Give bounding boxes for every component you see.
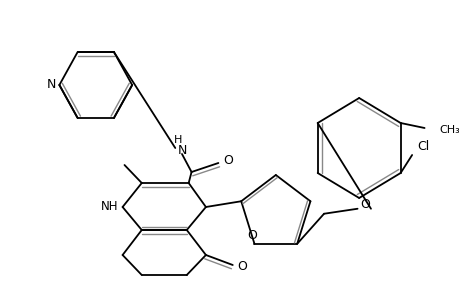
- Text: N: N: [47, 79, 56, 92]
- Text: O: O: [247, 229, 257, 242]
- Text: NH: NH: [100, 200, 118, 214]
- Text: Cl: Cl: [417, 140, 429, 154]
- Text: O: O: [237, 260, 246, 274]
- Text: N: N: [177, 143, 186, 157]
- Text: O: O: [359, 198, 369, 211]
- Text: H: H: [174, 135, 182, 145]
- Text: O: O: [223, 154, 232, 167]
- Text: CH₃: CH₃: [438, 125, 459, 135]
